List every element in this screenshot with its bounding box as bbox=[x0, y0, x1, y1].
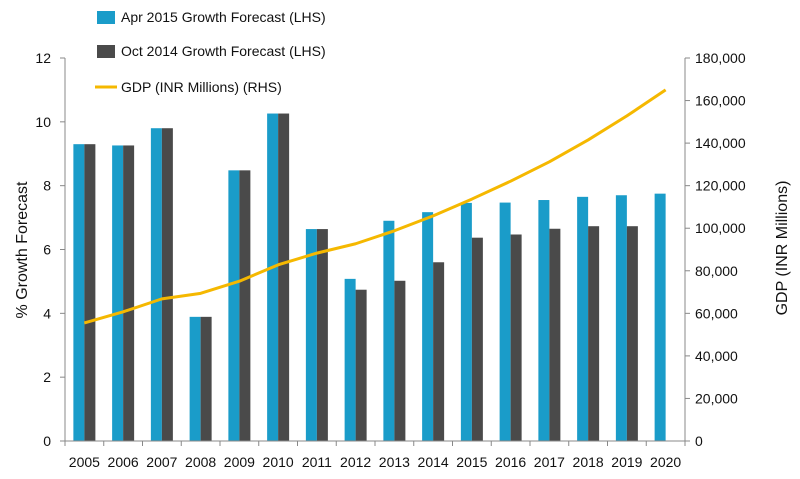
y-left-tick-label: 8 bbox=[43, 178, 51, 194]
bar-apr-2015-2014 bbox=[422, 212, 434, 441]
y-right-tick-label: 120,000 bbox=[695, 178, 746, 194]
bar-apr-2015-2017 bbox=[538, 200, 550, 441]
bar-apr-2015-2013 bbox=[383, 220, 395, 441]
legend-swatch bbox=[97, 11, 115, 24]
x-tick-label: 2011 bbox=[302, 454, 332, 470]
y-left-tick-label: 4 bbox=[43, 305, 51, 321]
gdp-line-series bbox=[83, 88, 667, 325]
chart-axes: 0 2 4 6 8 10 12 0 20,000 40,000 60,000 80,000 100,00… bbox=[35, 50, 745, 470]
x-tick-label: 2017 bbox=[534, 454, 565, 470]
bar-oct-2014-2010 bbox=[278, 113, 290, 441]
x-tick-label: 2006 bbox=[108, 454, 139, 470]
y-right-tick-label: 140,000 bbox=[695, 135, 746, 151]
x-tick-label: 2013 bbox=[379, 454, 410, 470]
y-right-tick-label: 100,000 bbox=[695, 220, 746, 236]
y-left-tick-label: 10 bbox=[35, 114, 51, 130]
bar-oct-2014-2011 bbox=[316, 229, 328, 441]
x-tick-label: 2008 bbox=[185, 454, 216, 470]
bar-oct-2014-2015 bbox=[471, 237, 483, 441]
bar-oct-2014-2014 bbox=[433, 262, 445, 441]
legend-label: Oct 2014 Growth Forecast (LHS) bbox=[121, 43, 326, 59]
bar-oct-2014-2012 bbox=[355, 289, 367, 441]
bar-apr-2015-2011 bbox=[305, 229, 317, 441]
y-right-tick-label: 0 bbox=[695, 433, 703, 449]
bar-apr-2015-2007 bbox=[150, 128, 162, 441]
x-tick-label: 2010 bbox=[263, 454, 294, 470]
y-left-tick-label: 0 bbox=[43, 433, 51, 449]
bar-series bbox=[73, 113, 666, 442]
x-tick-label: 2015 bbox=[456, 454, 487, 470]
bar-apr-2015-2005 bbox=[73, 144, 85, 442]
x-tick-label: 2016 bbox=[495, 454, 526, 470]
y-left-tick-label: 6 bbox=[43, 242, 51, 258]
legend-label: GDP (INR Millions) (RHS) bbox=[121, 79, 282, 95]
y-left-axis-title: % Growth Forecast bbox=[14, 181, 31, 318]
bar-apr-2015-2019 bbox=[615, 195, 627, 441]
bar-oct-2014-2006 bbox=[123, 145, 135, 441]
y-left-tick-label: 2 bbox=[43, 369, 51, 385]
bar-apr-2015-2018 bbox=[577, 196, 589, 441]
bar-apr-2015-2012 bbox=[344, 278, 356, 441]
legend-swatch bbox=[97, 45, 115, 58]
x-tick-label: 2019 bbox=[611, 454, 642, 470]
bar-oct-2014-2013 bbox=[394, 280, 406, 441]
bar-oct-2014-2019 bbox=[626, 226, 638, 441]
y-left-tick-label: 12 bbox=[35, 50, 51, 66]
y-right-tick-label: 60,000 bbox=[695, 305, 738, 321]
bar-oct-2014-2017 bbox=[549, 228, 561, 441]
bar-apr-2015-2016 bbox=[499, 202, 511, 441]
y-right-tick-label: 80,000 bbox=[695, 263, 738, 279]
gdp-line bbox=[83, 88, 667, 325]
x-tick-label: 2020 bbox=[650, 454, 681, 470]
bar-apr-2015-2010 bbox=[267, 113, 279, 441]
bar-apr-2015-2020 bbox=[654, 193, 666, 441]
y-right-tick-label: 160,000 bbox=[695, 93, 746, 109]
x-tick-label: 2014 bbox=[418, 454, 449, 470]
bar-oct-2014-2009 bbox=[239, 170, 251, 441]
y-right-axis-title: GDP (INR Millions) bbox=[774, 181, 791, 316]
y-right-tick-label: 40,000 bbox=[695, 348, 738, 364]
y-right-tick-label: 180,000 bbox=[695, 50, 746, 66]
chart-legend: Apr 2015 Growth Forecast (LHS) Oct 2014 G… bbox=[95, 9, 326, 95]
bar-oct-2014-2018 bbox=[588, 226, 600, 441]
x-tick-label: 2005 bbox=[69, 454, 100, 470]
x-tick-label: 2007 bbox=[146, 454, 177, 470]
x-tick-label: 2012 bbox=[340, 454, 371, 470]
bar-apr-2015-2008 bbox=[189, 316, 201, 441]
bar-apr-2015-2015 bbox=[460, 202, 472, 441]
bar-apr-2015-2006 bbox=[112, 145, 124, 441]
bar-oct-2014-2008 bbox=[200, 316, 212, 441]
x-tick-label: 2018 bbox=[573, 454, 604, 470]
bar-oct-2014-2007 bbox=[161, 128, 173, 441]
bar-apr-2015-2009 bbox=[228, 170, 240, 441]
bar-oct-2014-2005 bbox=[84, 144, 96, 442]
x-tick-label: 2009 bbox=[224, 454, 255, 470]
bar-oct-2014-2016 bbox=[510, 234, 522, 441]
legend-label: Apr 2015 Growth Forecast (LHS) bbox=[121, 9, 326, 25]
y-right-tick-label: 20,000 bbox=[695, 390, 738, 406]
